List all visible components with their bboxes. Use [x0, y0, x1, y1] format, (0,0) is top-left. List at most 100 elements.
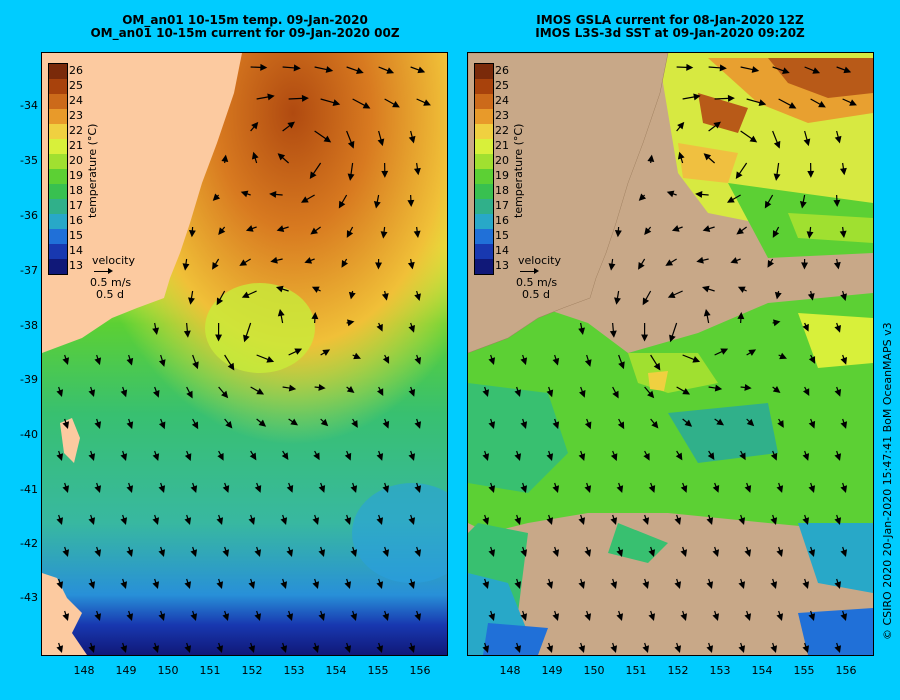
lon-label: 149	[541, 664, 563, 677]
current-arrow-head	[120, 645, 128, 653]
current-arrow-head	[158, 549, 166, 557]
right-colorbar	[474, 63, 494, 275]
current-arrow-head	[618, 361, 625, 370]
colorbar-tick: 13	[495, 259, 509, 272]
current-arrow	[670, 322, 678, 339]
current-arrow-head	[834, 453, 842, 461]
current-arrow-head	[642, 645, 650, 653]
current-arrow-head	[373, 201, 381, 209]
current-arrow-head	[248, 645, 256, 653]
credit-text: © CSIRO 2020 20-Jan-2020 15:47:41 BoM Oc…	[881, 322, 894, 640]
left-title-line2: OM_an01 10-15m current for 09-Jan-2020 0…	[90, 26, 400, 40]
right-map[interactable]: 26 25 24 23 22 21 20 19 18 17 16 15 14 1…	[467, 52, 874, 656]
colorbar-swatch	[475, 229, 493, 244]
current-arrow-head	[609, 330, 617, 338]
lat-label: -37	[20, 264, 38, 277]
lat-label: -38	[20, 319, 38, 332]
current-arrow-head	[610, 581, 618, 589]
current-arrow-head	[520, 613, 528, 621]
current-arrow-head	[584, 485, 592, 493]
current-arrow-head	[552, 613, 560, 621]
current-arrow-head	[546, 453, 554, 461]
current-arrow-head	[720, 348, 729, 355]
current-arrow-head	[312, 581, 320, 589]
current-arrow-head	[833, 261, 841, 270]
current-arrow-head	[610, 645, 618, 653]
current-arrow-head	[158, 359, 166, 367]
current-arrow-head	[651, 420, 659, 429]
current-arrow-head	[773, 140, 781, 149]
current-arrow-head	[482, 389, 490, 397]
current-arrow-head	[616, 613, 624, 621]
current-arrow-head	[774, 291, 782, 300]
current-arrow-head	[184, 645, 192, 653]
current-arrow-head	[62, 485, 70, 493]
current-arrow-head	[552, 485, 560, 493]
current-arrow-head	[488, 549, 496, 557]
current-arrow-head	[579, 389, 586, 398]
current-arrow-head	[62, 549, 70, 557]
current-arrow-head	[744, 384, 752, 391]
current-arrow-head	[488, 421, 496, 429]
current-arrow-head	[758, 99, 767, 106]
current-arrow-head	[94, 613, 102, 621]
current-arrow-head	[325, 66, 334, 73]
current-arrow-head	[840, 613, 848, 621]
current-arrow-head	[578, 327, 586, 335]
current-arrow-head	[120, 581, 128, 589]
current-arrow-head	[62, 613, 70, 621]
current-arrow-head	[514, 517, 522, 525]
current-arrow-head	[222, 549, 230, 557]
colorbar-swatch	[475, 79, 493, 94]
left-map[interactable]: 26 25 24 23 22 21 20 19 18 17 16 15 14 1…	[41, 52, 448, 656]
current-arrow-head	[407, 261, 415, 270]
left-velocity-legend: velocity 0.5 m/s 0.5 d	[90, 255, 135, 301]
current-arrow-head	[514, 453, 522, 461]
left-title-line1: OM_an01 10-15m temp. 09-Jan-2020	[122, 13, 368, 27]
current-arrow-head	[376, 388, 384, 396]
current-arrow-head	[423, 99, 431, 106]
current-arrow-head	[414, 613, 422, 621]
colorbar-tick: 17	[69, 199, 83, 212]
current-arrow-head	[408, 324, 415, 333]
current-arrow-head	[843, 66, 852, 74]
current-arrow-head	[702, 225, 711, 232]
current-arrow-head	[736, 227, 744, 235]
current-arrow-head	[88, 517, 96, 525]
current-arrow-head	[243, 334, 250, 343]
left-eddy-core	[205, 283, 315, 373]
current-arrow-head	[215, 334, 223, 342]
colorbar-tick: 13	[69, 259, 83, 272]
current-arrow-head	[414, 357, 422, 365]
lon-label: 154	[325, 664, 347, 677]
current-arrow-head	[188, 297, 195, 305]
current-arrow-head	[320, 418, 329, 427]
current-arrow-head	[686, 63, 694, 71]
velocity-time: 0.5 d	[96, 288, 124, 301]
current-arrow	[746, 98, 763, 104]
current-arrow-head	[312, 645, 320, 653]
current-arrow-head	[362, 102, 371, 109]
current-arrow-head	[799, 201, 807, 209]
lon-label: 149	[115, 664, 137, 677]
current-arrow-head	[192, 361, 199, 370]
current-arrow-head	[407, 199, 415, 207]
current-arrow-head	[376, 517, 384, 525]
current-arrow-head	[647, 390, 655, 399]
current-arrow-head	[770, 452, 778, 461]
lon-label: 148	[73, 664, 95, 677]
current-arrow-head	[802, 323, 809, 332]
current-arrow-head	[254, 485, 262, 493]
current-arrow-head	[546, 581, 554, 589]
current-arrow-head	[266, 356, 275, 363]
colorbar-swatch	[475, 169, 493, 184]
current-arrow-head	[304, 257, 313, 264]
current-arrow-head	[221, 390, 229, 399]
current-arrow-head	[248, 581, 256, 589]
current-arrow-head	[386, 67, 395, 74]
current-arrow-head	[738, 517, 746, 525]
current-arrow-head	[482, 453, 490, 461]
current-arrow-head	[546, 517, 554, 525]
current-arrow-head	[776, 549, 784, 557]
current-arrow-head	[152, 517, 160, 525]
